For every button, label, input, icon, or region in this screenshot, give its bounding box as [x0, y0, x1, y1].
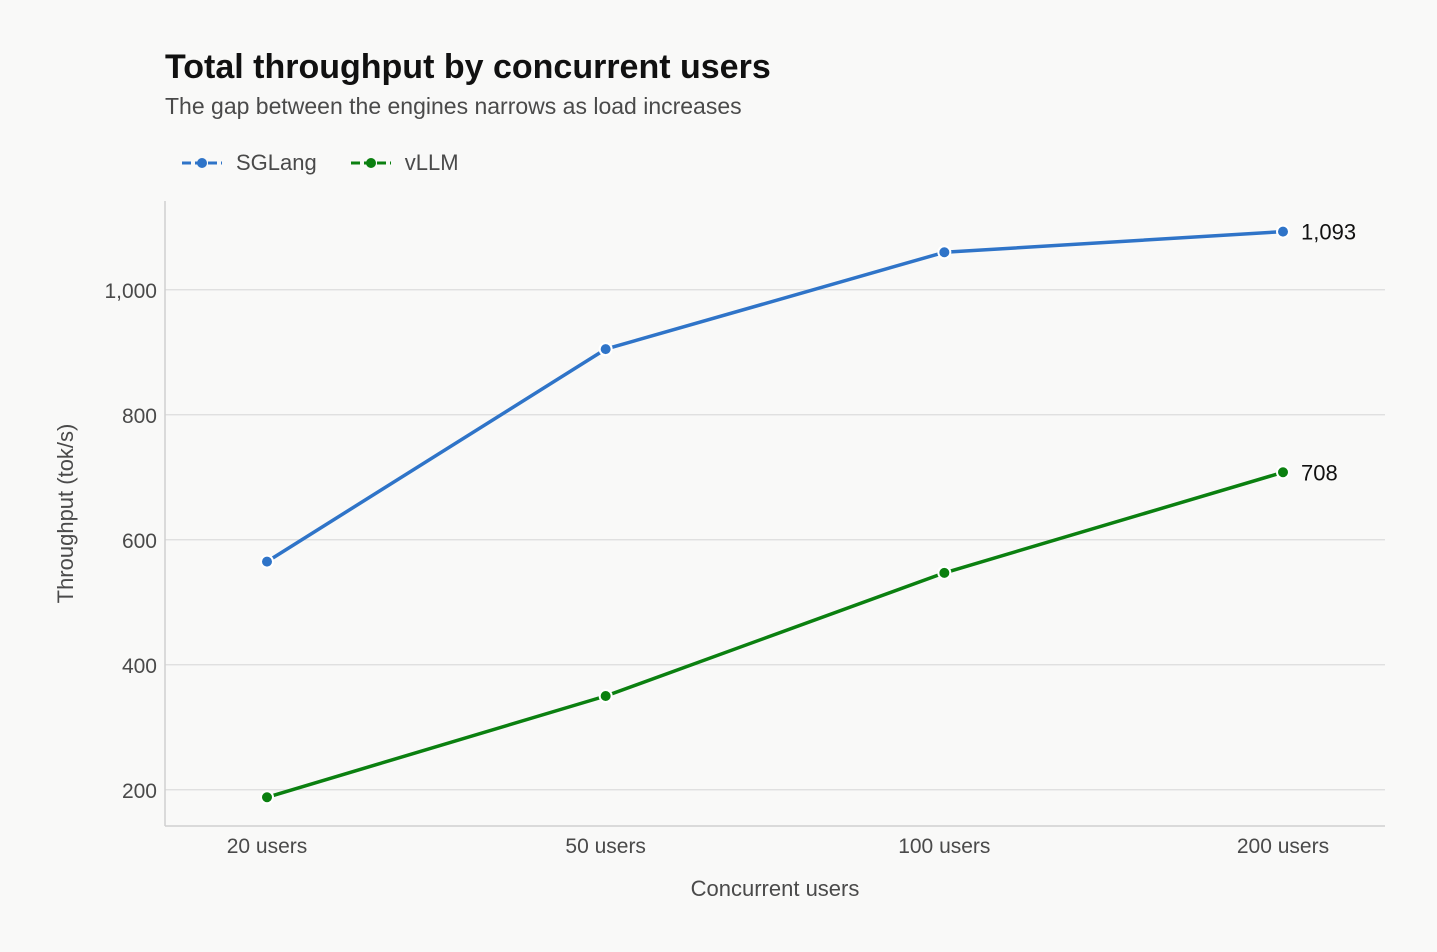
legend-item-vllm: vLLM [350, 150, 459, 176]
data-point-vllm [598, 689, 613, 703]
y-tick-label: 600 [122, 530, 157, 553]
legend-swatch-sglang [182, 158, 222, 168]
y-tick-label: 200 [122, 780, 157, 803]
x-tick-label: 50 users [565, 835, 646, 858]
data-point-vllm [260, 790, 274, 805]
data-point-sglang [937, 245, 952, 260]
x-tick-label: 20 users [227, 835, 308, 858]
y-tick-label: 1,000 [104, 280, 157, 303]
legend-item-sglang: SGLang [182, 150, 317, 176]
data-point-vllm [1276, 465, 1290, 480]
x-axis-title: Concurrent users [691, 876, 860, 901]
series-line-vllm [265, 470, 1285, 800]
data-point-sglang [260, 554, 274, 569]
legend-label-sglang: SGLang [236, 150, 317, 175]
chart-legend: SGLang vLLM [182, 150, 493, 176]
y-tick-label: 800 [122, 405, 157, 428]
data-point-sglang [598, 342, 613, 357]
y-tick-label: 400 [122, 655, 157, 678]
chart-subtitle: The gap between the engines narrows as l… [165, 93, 742, 119]
series-line-sglang [265, 229, 1285, 564]
legend-label-vllm: vLLM [404, 150, 459, 175]
x-tick-label: 100 users [898, 835, 990, 858]
x-tick-label: 200 users [1237, 835, 1329, 858]
y-axis-title: Throughput (tok/s) [53, 424, 78, 604]
data-point-sglang [1276, 224, 1290, 239]
chart-title: Total throughput by concurrent users [165, 48, 771, 86]
legend-swatch-vllm [350, 158, 391, 168]
end-label-sglang: 1,093 [1301, 220, 1356, 245]
data-point-vllm [937, 565, 952, 580]
end-label-vllm: 708 [1301, 460, 1338, 485]
